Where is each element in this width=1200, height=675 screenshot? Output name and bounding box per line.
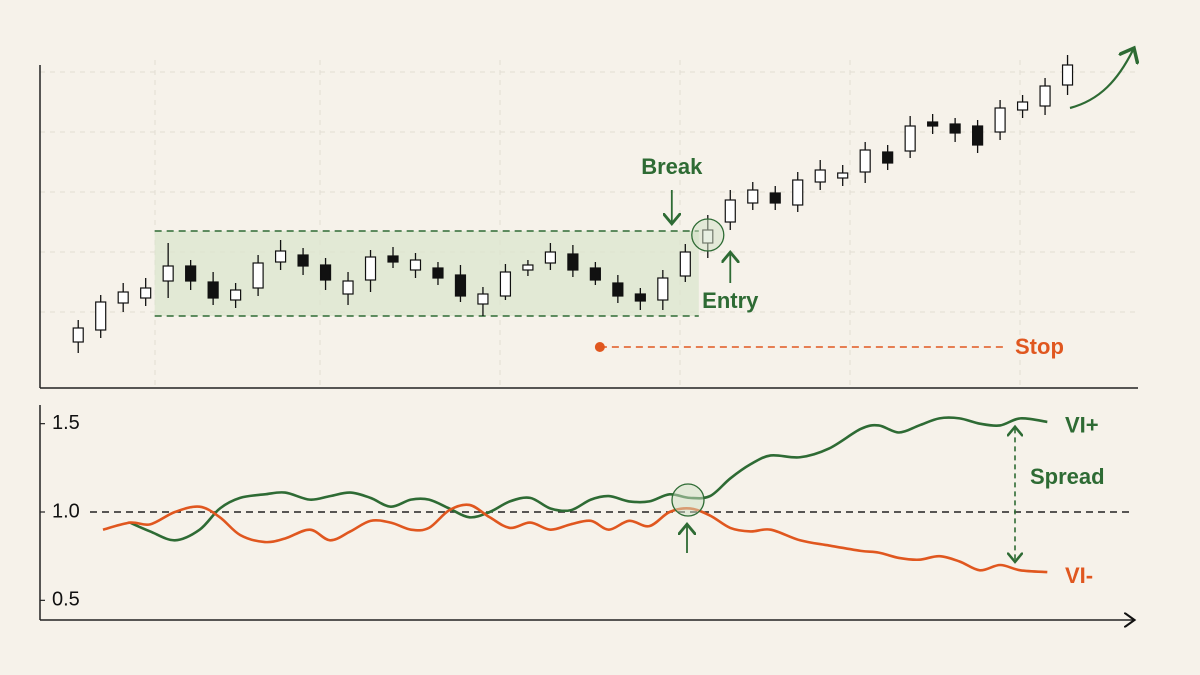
candle-body [185, 265, 197, 282]
annotation: Spread [1030, 464, 1105, 489]
series-line [129, 416, 1048, 542]
candle-body [589, 267, 601, 281]
candle-body [769, 192, 781, 204]
range-box [154, 231, 699, 316]
candle-body [499, 271, 512, 297]
candle-body [747, 189, 759, 204]
candle-body [162, 265, 174, 282]
y-tick-label: 0.5 [52, 589, 80, 611]
series-line [102, 503, 1048, 574]
candle-body [477, 293, 489, 305]
candle-body [454, 274, 467, 297]
entry-highlight [691, 218, 725, 252]
candle-body [522, 264, 534, 271]
candle-body [95, 301, 107, 331]
candle-body [927, 121, 939, 127]
candle-body [342, 280, 354, 295]
candle-body [882, 151, 894, 164]
candle-body [1061, 64, 1074, 86]
candle-body [432, 267, 444, 279]
candle-body [72, 327, 84, 343]
cross-highlight [671, 483, 705, 517]
candle-body [1016, 101, 1029, 111]
candle-body [657, 277, 669, 301]
candle-body [724, 199, 736, 223]
candle-body [612, 282, 624, 297]
candle-body [837, 172, 849, 179]
candle-body [994, 107, 1006, 133]
candle-body [207, 281, 219, 299]
candle-body [319, 264, 332, 281]
candle-body [1039, 85, 1051, 107]
candle-body [252, 262, 264, 289]
candle-body [859, 149, 871, 173]
candle-body [904, 125, 916, 152]
annotation: Break [641, 154, 703, 179]
candle-body [814, 169, 826, 183]
series-label: VI- [1065, 563, 1093, 588]
candle-body [679, 251, 691, 277]
candle-body [544, 251, 557, 264]
y-tick-label: 1.0 [52, 500, 80, 522]
candle-body [409, 259, 422, 271]
candle-body [949, 123, 961, 134]
y-tick-label: 1.5 [52, 412, 80, 434]
candle-body [297, 254, 309, 267]
candle-body [274, 250, 287, 263]
annotation: Entry [702, 288, 759, 313]
candle-body [117, 291, 129, 304]
trend-arrow [1069, 50, 1133, 110]
candle-body [792, 179, 804, 206]
series-label: VI+ [1065, 413, 1099, 438]
candle-body [140, 287, 152, 299]
candle-body [634, 293, 646, 302]
candle-body [230, 289, 242, 301]
candle-body [972, 125, 984, 146]
candle-body [567, 253, 579, 271]
candle-body [364, 256, 377, 281]
annotation: Stop [1015, 334, 1064, 359]
candle-body [387, 255, 399, 263]
